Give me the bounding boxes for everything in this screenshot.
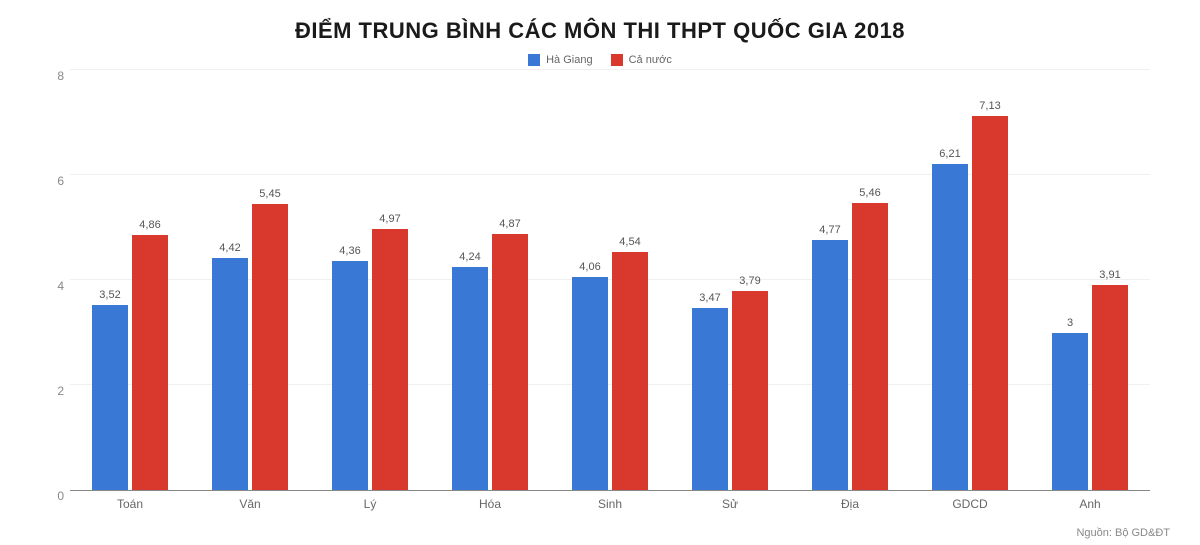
y-tick-label: 2 [57, 384, 64, 398]
x-tick-label: Toán [117, 497, 143, 511]
bar-group: 4,244,87 [452, 234, 528, 490]
bar: 6,21 [932, 164, 968, 490]
bar: 4,36 [332, 261, 368, 490]
bar: 4,97 [372, 229, 408, 490]
bar-value-label: 4,42 [219, 242, 240, 254]
x-tick-label: GDCD [952, 497, 987, 511]
bar: 4,06 [572, 277, 608, 490]
bar-value-label: 5,46 [859, 187, 880, 199]
bar-group: 3,524,86 [92, 235, 168, 490]
bar: 4,42 [212, 258, 248, 490]
bars-area: 3,524,864,425,454,364,974,244,874,064,54… [70, 70, 1150, 490]
bar: 3,52 [92, 305, 128, 490]
bar: 7,13 [972, 116, 1008, 490]
x-tick-label: Địa [841, 497, 859, 511]
bar-value-label: 3 [1067, 317, 1073, 329]
bar-value-label: 3,91 [1099, 269, 1120, 281]
bar: 5,46 [852, 203, 888, 490]
legend-item: Hà Giang [528, 54, 592, 66]
bar-value-label: 5,45 [259, 188, 280, 200]
y-tick-label: 8 [57, 69, 64, 83]
bar-value-label: 3,52 [99, 289, 120, 301]
bar: 3 [1052, 333, 1088, 491]
bar-value-label: 4,36 [339, 245, 360, 257]
legend-item: Cả nước [611, 54, 672, 66]
x-tick-label: Sử [722, 497, 738, 511]
bar-value-label: 3,47 [699, 292, 720, 304]
x-tick-label: Sinh [598, 497, 622, 511]
bar: 3,47 [692, 308, 728, 490]
bar-group: 4,364,97 [332, 229, 408, 490]
y-tick-label: 4 [57, 279, 64, 293]
bar-group: 4,425,45 [212, 204, 288, 490]
y-axis: 02468 [40, 70, 70, 490]
bar-value-label: 4,87 [499, 218, 520, 230]
bar-group: 4,775,46 [812, 203, 888, 490]
bar-group: 3,473,79 [692, 291, 768, 490]
x-axis: Toán Văn Lý Hóa Sinh Sử Địa GDCD Anh [70, 490, 1150, 520]
legend-swatch [611, 54, 623, 66]
x-tick-label: Văn [239, 497, 260, 511]
x-tick-label: Hóa [479, 497, 501, 511]
bar: 5,45 [252, 204, 288, 490]
bar-value-label: 4,97 [379, 213, 400, 225]
bar: 3,79 [732, 291, 768, 490]
legend-label: Cả nước [629, 54, 672, 66]
x-tick-label: Lý [364, 497, 377, 511]
bar-group: 33,91 [1052, 285, 1128, 490]
bar: 4,54 [612, 252, 648, 490]
legend: Hà Giang Cả nước [20, 54, 1180, 66]
plot-area: 02468 3,524,864,425,454,364,974,244,874,… [70, 70, 1150, 520]
y-tick-label: 6 [57, 174, 64, 188]
bar-value-label: 4,77 [819, 224, 840, 236]
bar-value-label: 4,54 [619, 236, 640, 248]
bar-value-label: 6,21 [939, 148, 960, 160]
chart-title: ĐIỂM TRUNG BÌNH CÁC MÔN THI THPT QUỐC GI… [20, 18, 1180, 44]
bar-value-label: 4,86 [139, 219, 160, 231]
bar: 3,91 [1092, 285, 1128, 490]
bar-value-label: 3,79 [739, 275, 760, 287]
bar: 4,86 [132, 235, 168, 490]
chart-container: ĐIỂM TRUNG BÌNH CÁC MÔN THI THPT QUỐC GI… [0, 0, 1200, 545]
y-tick-label: 0 [57, 489, 64, 503]
bar-value-label: 4,24 [459, 251, 480, 263]
legend-label: Hà Giang [546, 54, 592, 66]
source-note: Nguồn: Bộ GD&ĐT [1076, 527, 1170, 539]
bar-group: 6,217,13 [932, 116, 1008, 490]
bar-group: 4,064,54 [572, 252, 648, 490]
bar: 4,77 [812, 240, 848, 490]
bar: 4,24 [452, 267, 488, 490]
x-tick-label: Anh [1079, 497, 1100, 511]
bar-value-label: 7,13 [979, 100, 1000, 112]
legend-swatch [528, 54, 540, 66]
bar: 4,87 [492, 234, 528, 490]
grid-line [70, 69, 1150, 70]
bar-value-label: 4,06 [579, 261, 600, 273]
